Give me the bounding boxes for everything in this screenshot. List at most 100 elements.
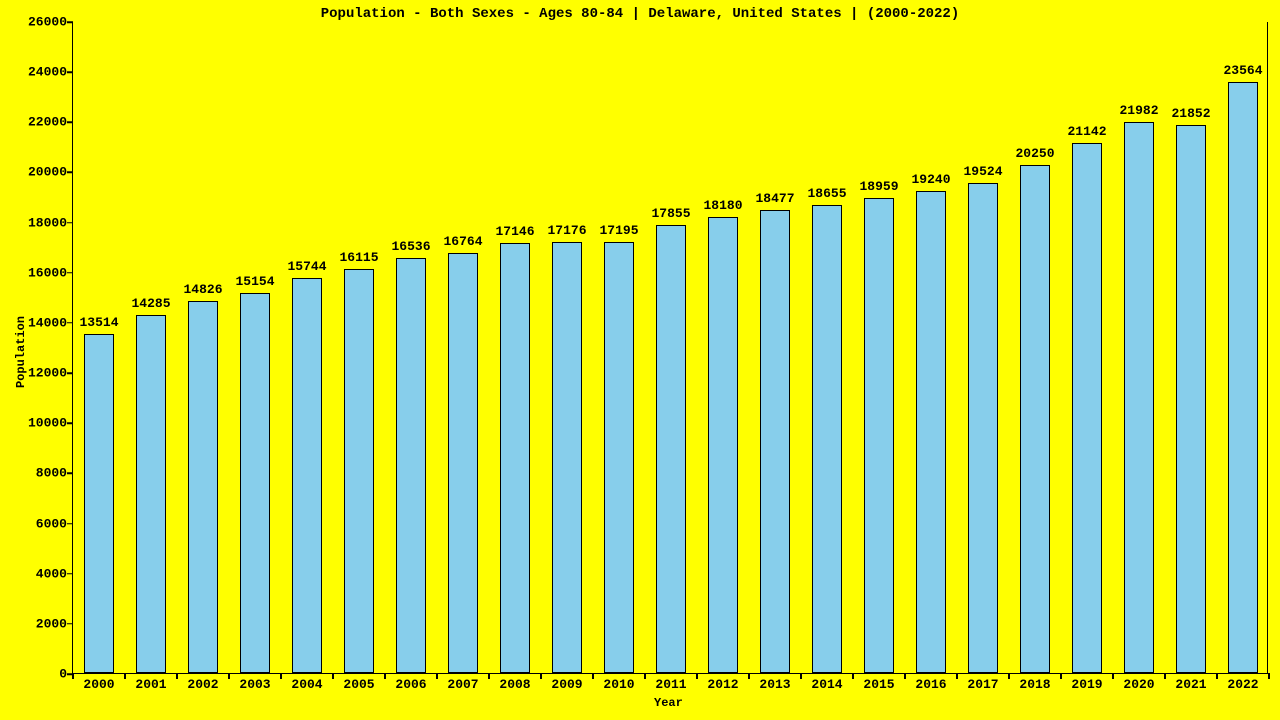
bar [604,242,633,673]
x-tick-mark [852,673,854,679]
x-tick-label: 2013 [749,677,801,692]
y-axis-label: Population [14,316,28,388]
bar-slot: 202502018 [1009,21,1061,673]
bar-slot: 142852001 [125,21,177,673]
bar [500,243,529,673]
x-tick-mark [1112,673,1114,679]
page-root: Population - Both Sexes - Ages 80-84 | D… [0,0,1280,720]
bar [968,183,997,673]
x-tick-mark [1268,673,1270,679]
bar-value-label: 23564 [1217,63,1269,78]
x-tick-mark [800,673,802,679]
bar-value-label: 13514 [73,315,125,330]
x-tick-mark [1060,673,1062,679]
bar [1176,125,1205,673]
x-tick-label: 2022 [1217,677,1269,692]
bar-value-label: 16536 [385,239,437,254]
x-tick-label: 2012 [697,677,749,692]
bar [1124,122,1153,673]
x-tick-mark [904,673,906,679]
bar-value-label: 18655 [801,186,853,201]
bar-slot: 171462008 [489,21,541,673]
x-tick-mark [748,673,750,679]
y-tick-label: 20000 [28,165,67,180]
bar-value-label: 18180 [697,198,749,213]
bar-value-label: 19240 [905,172,957,187]
bar-slot: 218522021 [1165,21,1217,673]
x-tick-label: 2020 [1113,677,1165,692]
chart-title: Population - Both Sexes - Ages 80-84 | D… [0,6,1280,22]
x-axis-label: Year [654,696,683,710]
bar-slot: 161152005 [333,21,385,673]
bar [1020,165,1049,673]
bar-slot: 211422019 [1061,21,1113,673]
x-tick-mark [540,673,542,679]
x-tick-label: 2014 [801,677,853,692]
bar [292,278,321,673]
x-tick-mark [1008,673,1010,679]
bar-value-label: 17855 [645,206,697,221]
bar [552,242,581,673]
bar-value-label: 16115 [333,250,385,265]
bar-value-label: 21982 [1113,103,1165,118]
bar-value-label: 14285 [125,296,177,311]
bar [448,253,477,673]
x-tick-label: 2019 [1061,677,1113,692]
x-tick-label: 2009 [541,677,593,692]
x-tick-label: 2001 [125,677,177,692]
y-tick-label: 2000 [36,616,67,631]
x-tick-label: 2015 [853,677,905,692]
bar [1228,82,1257,673]
x-tick-mark [228,673,230,679]
bar [812,205,841,673]
bar-value-label: 17146 [489,224,541,239]
bar-value-label: 19524 [957,164,1009,179]
x-tick-label: 2008 [489,677,541,692]
bar [188,301,217,673]
bar-value-label: 21852 [1165,106,1217,121]
bar [708,217,737,673]
bar-value-label: 17195 [593,223,645,238]
x-tick-label: 2000 [73,677,125,692]
bar-slot: 219822020 [1113,21,1165,673]
x-tick-mark [488,673,490,679]
y-tick-label: 26000 [28,15,67,30]
bar-slot: 192402016 [905,21,957,673]
bar-slot: 167642007 [437,21,489,673]
bar [864,198,893,673]
bar [1072,143,1101,673]
bar [656,225,685,673]
x-tick-label: 2018 [1009,677,1061,692]
x-tick-label: 2016 [905,677,957,692]
y-tick-label: 14000 [28,315,67,330]
bar-value-label: 18959 [853,179,905,194]
y-tick-label: 12000 [28,366,67,381]
bar [344,269,373,673]
bar-slot: 235642022 [1217,21,1269,673]
bar [760,210,789,673]
bar-slot: 184772013 [749,21,801,673]
x-tick-mark [176,673,178,679]
y-tick-label: 4000 [36,566,67,581]
x-tick-mark [956,673,958,679]
bar [84,334,113,673]
y-tick-label: 0 [59,667,67,682]
bar-value-label: 21142 [1061,124,1113,139]
x-tick-label: 2017 [957,677,1009,692]
x-tick-mark [124,673,126,679]
x-tick-mark [1216,673,1218,679]
bar-slot: 181802012 [697,21,749,673]
bar [916,191,945,673]
bar-slot: 157442004 [281,21,333,673]
bar-value-label: 14826 [177,282,229,297]
bar-value-label: 20250 [1009,146,1061,161]
bar-value-label: 15154 [229,274,281,289]
x-tick-mark [72,673,74,679]
bar-slot: 165362006 [385,21,437,673]
bar-slot: 171762009 [541,21,593,673]
x-tick-label: 2002 [177,677,229,692]
bar-value-label: 15744 [281,259,333,274]
bar-value-label: 18477 [749,191,801,206]
plot-area: 0200040006000800010000120001400016000180… [72,22,1268,674]
bar-slot: 171952010 [593,21,645,673]
